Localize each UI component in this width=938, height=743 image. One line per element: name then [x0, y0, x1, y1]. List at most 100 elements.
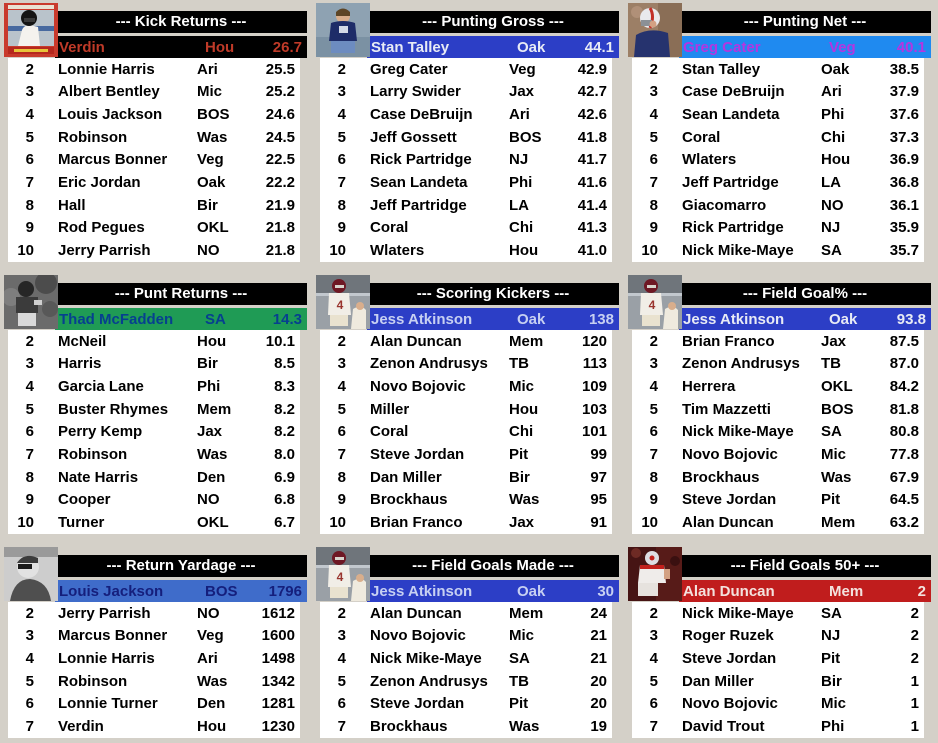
leader-value: 93.8 [896, 310, 926, 328]
ranking-row: 3 Marcus Bonner Veg 1600 [8, 625, 300, 648]
row-player-name: Robinson [58, 128, 128, 146]
ranking-list: 2 Stan Talley Oak 38.5 3 Case DeBruijn Ari 37.9… [632, 58, 924, 262]
row-player-name: Dan Miller [682, 672, 754, 690]
leader-value: 40.1 [896, 38, 926, 56]
row-team: Ari [821, 83, 842, 101]
ranking-row: 10 Jerry Parrish NO 21.8 [8, 239, 300, 262]
row-player-name: Novo Bojovic [370, 378, 466, 396]
row-team: NJ [821, 219, 841, 237]
ranking-row: 3 Novo Bojovic Mic 21 [320, 625, 612, 648]
leader-name: Louis Jackson [59, 582, 164, 600]
row-rank: 3 [649, 355, 658, 373]
ranking-row: 3 Roger Ruzek NJ 2 [632, 625, 924, 648]
leader-team: Oak [517, 582, 546, 600]
row-player-name: Jerry Parrish [58, 242, 151, 260]
row-rank: 6 [337, 151, 346, 169]
row-rank: 7 [649, 718, 658, 736]
ranking-row: 10 Alan Duncan Mem 63.2 [632, 511, 924, 534]
panel-title: --- Scoring Kickers --- [367, 283, 619, 305]
row-rank: 5 [649, 128, 658, 146]
row-player-name: Turner [58, 514, 105, 532]
row-rank: 10 [17, 242, 34, 260]
row-value: 21.8 [265, 219, 295, 237]
ranking-row: 3 Harris Bir 8.5 [8, 353, 300, 376]
svg-text:4: 4 [337, 570, 344, 584]
row-rank: 3 [25, 83, 34, 101]
row-team: Oak [197, 174, 226, 192]
ranking-row: 3 Case DeBruijn Ari 37.9 [632, 81, 924, 104]
ranking-row: 8 Nate Harris Den 6.9 [8, 466, 300, 489]
row-value: 1600 [261, 627, 295, 645]
panel-title: --- Field Goals 50+ --- [679, 555, 931, 577]
row-value: 63.2 [889, 514, 919, 532]
row-team: Mic [509, 627, 535, 645]
row-player-name: Nate Harris [58, 468, 139, 486]
row-rank: 8 [337, 468, 346, 486]
ranking-row: 7 Sean Landeta Phi 41.6 [320, 171, 612, 194]
leader-name: Stan Talley [371, 38, 450, 56]
bills-punter-photo [628, 3, 682, 57]
row-player-name: Coral [370, 423, 409, 441]
row-value: 1 [910, 695, 919, 713]
row-player-name: Herrera [682, 378, 736, 396]
ranking-row: 7 Jeff Partridge LA 36.8 [632, 171, 924, 194]
row-value: 101 [581, 423, 607, 441]
row-value: 1612 [261, 604, 295, 622]
row-player-name: Tim Mazzetti [682, 400, 771, 418]
row-player-name: Jeff Gossett [370, 128, 457, 146]
row-team: BOS [509, 128, 542, 146]
row-player-name: Louis Jackson [58, 106, 163, 124]
row-rank: 5 [25, 400, 34, 418]
ranking-row: 2 Lonnie Harris Ari 25.5 [8, 58, 300, 81]
svg-text:4: 4 [649, 298, 656, 312]
ranking-row: 9 Rod Pegues OKL 21.8 [8, 217, 300, 240]
row-team: Veg [197, 627, 224, 645]
panel-title: --- Punt Returns --- [55, 283, 307, 305]
leader-row: Verdin Hou 26.7 [55, 36, 307, 58]
row-rank: 7 [337, 446, 346, 464]
row-team: Oak [821, 60, 850, 78]
row-value: 64.5 [889, 491, 919, 509]
row-team: OKL [197, 219, 229, 237]
svg-text:4: 4 [337, 298, 344, 312]
row-team: Jax [821, 332, 847, 350]
row-team: NO [197, 491, 220, 509]
ranking-row: 9 Steve Jordan Pit 64.5 [632, 489, 924, 512]
row-player-name: Brockhaus [682, 468, 760, 486]
row-player-name: Novo Bojovic [682, 695, 778, 713]
ranking-row: 8 Giacomarro NO 36.1 [632, 194, 924, 217]
row-value: 19 [590, 718, 607, 736]
row-team: Den [197, 468, 226, 486]
row-player-name: Harris [58, 355, 102, 373]
leader-team: Oak [829, 310, 858, 328]
ranking-row: 5 Zenon Andrusys TB 20 [320, 670, 612, 693]
row-rank: 2 [25, 60, 34, 78]
row-rank: 4 [649, 378, 658, 396]
row-rank: 6 [25, 695, 34, 713]
row-value: 109 [581, 378, 607, 396]
row-team: OKL [197, 514, 229, 532]
row-value: 37.6 [889, 106, 919, 124]
row-player-name: Sean Landeta [370, 174, 468, 192]
ranking-row: 9 Brockhaus Was 95 [320, 489, 612, 512]
row-team: NO [197, 604, 220, 622]
row-value: 2 [910, 627, 919, 645]
leader-name: Greg Cater [683, 38, 761, 56]
row-value: 2 [910, 604, 919, 622]
leader-value: 26.7 [272, 38, 302, 56]
row-team: Mic [509, 378, 535, 396]
ranking-row: 4 Lonnie Harris Ari 1498 [8, 647, 300, 670]
row-player-name: Sean Landeta [682, 106, 780, 124]
panel-title: --- Punting Gross --- [367, 11, 619, 33]
row-rank: 3 [649, 627, 658, 645]
row-team: Chi [509, 423, 534, 441]
row-rank: 3 [649, 83, 658, 101]
ranking-row: 9 Rick Partridge NJ 35.9 [632, 217, 924, 240]
row-value: 42.9 [577, 60, 607, 78]
row-rank: 6 [337, 695, 346, 713]
row-value: 120 [581, 332, 607, 350]
row-player-name: Alan Duncan [370, 332, 462, 350]
row-team: Was [197, 672, 228, 690]
kicker-photo: 4 [628, 275, 682, 329]
ranking-row: 2 Jerry Parrish NO 1612 [8, 602, 300, 625]
